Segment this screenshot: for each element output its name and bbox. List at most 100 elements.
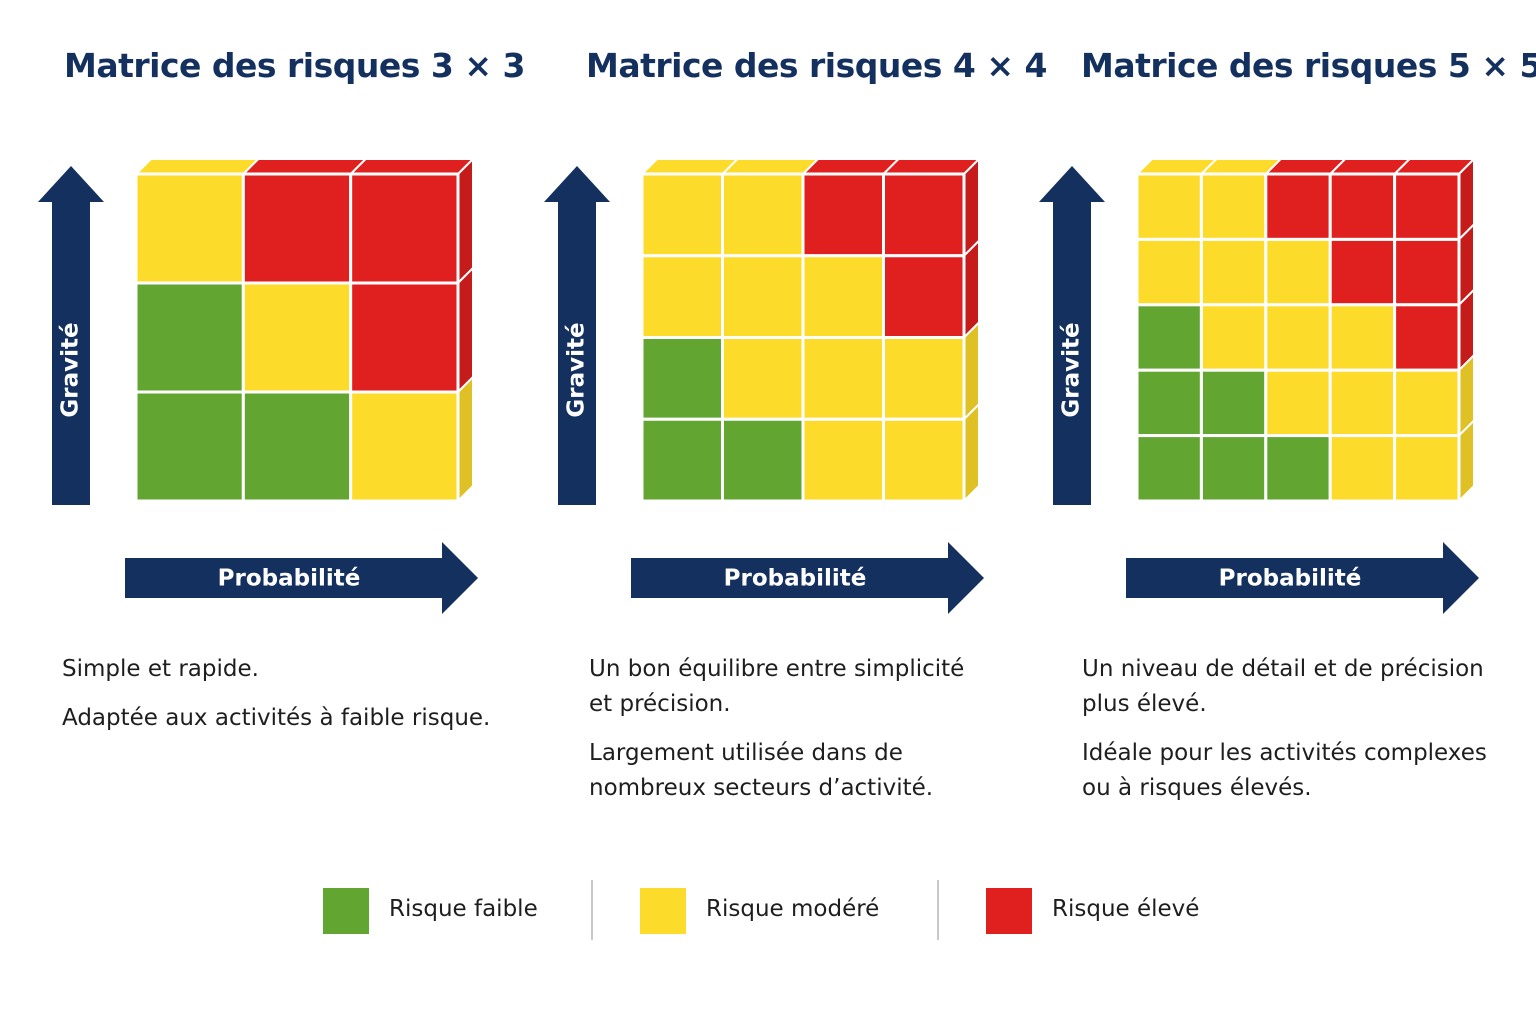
matrix-cell <box>1264 303 1332 372</box>
probability-arrow <box>125 542 478 614</box>
matrix-side-face <box>963 320 980 422</box>
description-line: Largement utilisée dans de nombreux sect… <box>589 740 934 801</box>
matrix-cell <box>241 172 353 285</box>
matrix-top-face <box>881 158 982 175</box>
matrix-cell <box>640 254 724 339</box>
matrix-cell <box>1328 368 1397 438</box>
matrix-side-face <box>457 156 474 286</box>
gravity-arrow <box>1039 166 1105 505</box>
matrix-top-face <box>800 158 901 175</box>
matrix-cell <box>801 336 885 421</box>
description-line: Adaptée aux activités à faible risque. <box>62 705 491 731</box>
matrix-top-face <box>720 158 821 175</box>
matrix-top-face <box>348 158 476 175</box>
gravity-arrow <box>38 166 104 505</box>
matrix-cell <box>241 281 353 394</box>
matrix-5x5-diagram: Gravité Probabilité <box>1039 156 1479 614</box>
matrix-4x4-diagram: Gravité Probabilité <box>544 156 984 614</box>
matrix-top-face <box>639 158 740 175</box>
matrix-4x4-title: Matrice des risques 4 × 4 <box>586 46 1047 85</box>
gravity-axis-label: Gravité <box>58 322 84 417</box>
matrix-cell <box>640 417 724 503</box>
matrix-cell <box>134 281 245 394</box>
matrix-cell <box>1199 434 1268 503</box>
matrix-side-face <box>963 156 980 259</box>
matrix-cell <box>1135 368 1203 438</box>
matrix-5x5-title: Matrice des risques 5 × 5 <box>1081 46 1536 85</box>
probability-axis-label: Probabilité <box>724 566 867 592</box>
matrix-cell <box>1393 368 1461 438</box>
matrix-cell <box>349 390 460 503</box>
legend-divider <box>937 880 939 940</box>
matrix-cell <box>134 390 245 503</box>
matrix-top-face <box>133 158 261 175</box>
probability-axis-label: Probabilité <box>1219 566 1362 592</box>
matrix-cell <box>1135 172 1203 241</box>
matrix-side-face <box>457 374 474 504</box>
matrix-cell <box>1264 434 1332 503</box>
matrix-cell <box>1264 237 1332 307</box>
matrix-cell <box>882 172 966 258</box>
matrix-5x5-description: Un niveau de détail et de précision plus… <box>1082 652 1522 820</box>
matrix-cell <box>801 254 885 339</box>
legend-divider <box>591 880 593 940</box>
matrix-cell <box>1393 303 1461 372</box>
gravity-axis-label: Gravité <box>564 322 590 417</box>
matrix-3x3-diagram: Gravité Probabilité <box>38 156 478 614</box>
matrix-cell <box>349 281 460 394</box>
matrix-cell <box>134 172 245 285</box>
matrix-cell <box>721 336 805 421</box>
legend-label-moderate: Risque modéré <box>706 896 880 922</box>
matrix-cell <box>1393 237 1461 307</box>
matrix-cell <box>1264 172 1332 241</box>
matrix-cell <box>640 336 724 421</box>
description-line: Un niveau de détail et de précision plus… <box>1082 656 1484 717</box>
description-line: Idéale pour les activités complexes ou à… <box>1082 740 1487 801</box>
matrix-cell <box>801 172 885 258</box>
matrix-3x3-title: Matrice des risques 3 × 3 <box>64 46 525 85</box>
probability-arrow <box>631 542 984 614</box>
description-line: Un bon équilibre entre simplicité et pré… <box>589 656 965 717</box>
matrix-cell <box>1328 237 1397 307</box>
matrix-cell <box>1135 434 1203 503</box>
gravity-arrow <box>544 166 610 505</box>
legend-swatch-low <box>323 888 369 934</box>
matrix-cell <box>1135 303 1203 372</box>
matrix-side-face <box>1458 418 1475 504</box>
matrix-side-face <box>963 238 980 340</box>
matrix-cell <box>721 254 805 339</box>
matrix-cell <box>721 417 805 503</box>
matrix-cell <box>801 417 885 503</box>
legend-label-high: Risque élevé <box>1052 896 1200 922</box>
matrix-cell <box>1135 237 1203 307</box>
matrix-side-face <box>963 401 980 504</box>
matrix-cell <box>882 417 966 503</box>
matrix-cell <box>1199 237 1268 307</box>
matrix-cell <box>1328 303 1397 372</box>
legend-swatch-moderate <box>640 888 686 934</box>
probability-arrow <box>1126 542 1479 614</box>
matrix-cell <box>241 390 353 503</box>
matrix-cell <box>1328 434 1397 503</box>
matrix-cell <box>1199 303 1268 372</box>
matrix-cell <box>640 172 724 258</box>
description-line: Simple et rapide. <box>62 656 259 682</box>
matrix-cell <box>349 172 460 285</box>
matrix-cell <box>882 254 966 339</box>
legend-label-low: Risque faible <box>389 896 538 922</box>
matrix-cell <box>1393 172 1461 241</box>
matrix-cell <box>721 172 805 258</box>
matrix-cell <box>1264 368 1332 438</box>
matrix-cell <box>882 336 966 421</box>
matrix-cell <box>1328 172 1397 241</box>
matrix-cell <box>1199 172 1268 241</box>
matrix-side-face <box>457 265 474 395</box>
gravity-axis-label: Gravité <box>1059 322 1085 417</box>
matrix-3x3-description: Simple et rapide. Adaptée aux activités … <box>62 652 502 750</box>
probability-axis-label: Probabilité <box>218 566 361 592</box>
matrix-top-face <box>240 158 369 175</box>
legend-swatch-high <box>986 888 1032 934</box>
matrix-cell <box>1199 368 1268 438</box>
matrix-4x4-description: Un bon équilibre entre simplicité et pré… <box>589 652 989 820</box>
matrix-cell <box>1393 434 1461 503</box>
